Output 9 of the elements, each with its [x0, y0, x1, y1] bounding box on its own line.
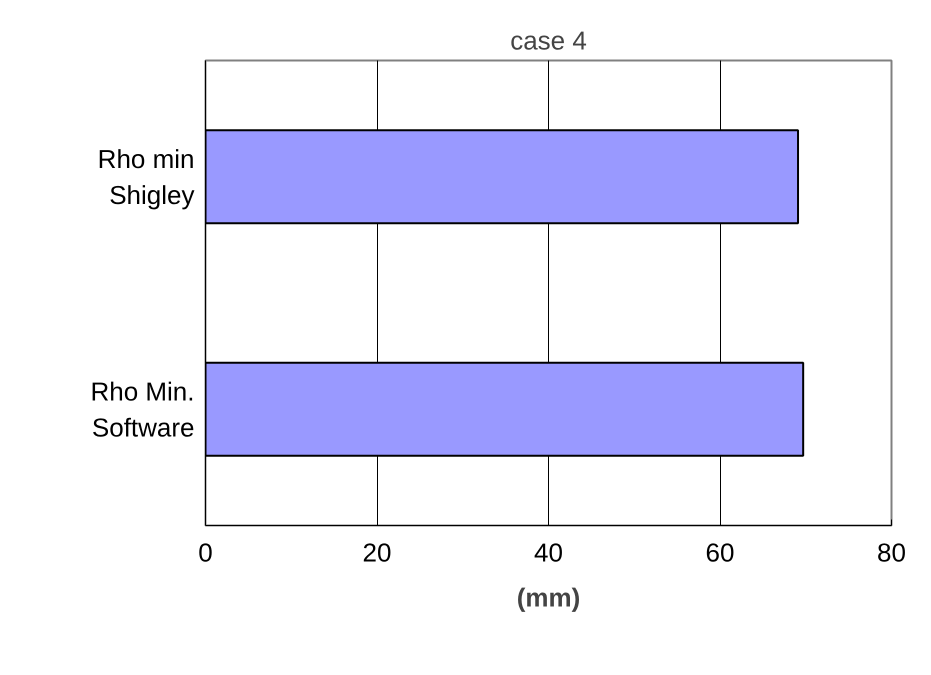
- x-tick-label: 60: [706, 538, 734, 568]
- x-tick-label: 20: [362, 538, 392, 568]
- x-tick-label: 80: [877, 538, 906, 568]
- chart-title: case 4: [510, 26, 587, 56]
- y-tick-label: Rho Min. Software: [90, 376, 195, 442]
- x-tick-label: 40: [534, 538, 563, 568]
- x-tick-label: 0: [198, 538, 213, 568]
- x-axis-title: (mm): [516, 582, 580, 612]
- y-tick-label: Rho min Shigley: [98, 144, 195, 210]
